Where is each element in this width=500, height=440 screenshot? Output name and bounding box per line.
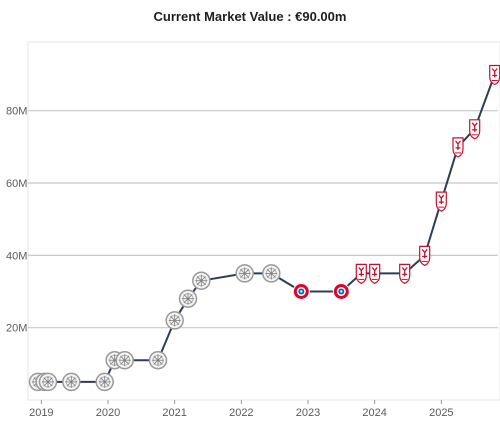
data-point-bayern-crest[interactable] xyxy=(332,283,350,300)
data-point-liverpool-crest[interactable] xyxy=(419,245,431,267)
data-point-liverpool-crest[interactable] xyxy=(399,263,411,285)
data-point-liverpool-crest[interactable] xyxy=(489,64,500,86)
data-point-ajax-crest[interactable] xyxy=(165,311,184,330)
x-tick-label: 2025 xyxy=(429,407,453,419)
y-tick-label: 80M xyxy=(6,106,27,118)
data-point-ajax-crest[interactable] xyxy=(148,350,168,370)
x-tick-label: 2019 xyxy=(29,407,53,419)
y-tick-label: 20M xyxy=(6,323,27,335)
data-point-bayern-crest[interactable] xyxy=(292,283,310,300)
data-point-ajax-crest[interactable] xyxy=(95,372,114,392)
data-point-liverpool-crest[interactable] xyxy=(355,263,367,285)
data-point-liverpool-crest[interactable] xyxy=(469,119,481,140)
chart-title: Current Market Value : €90.00m xyxy=(153,9,347,24)
data-point-liverpool-crest[interactable] xyxy=(452,137,464,158)
data-point-ajax-crest[interactable] xyxy=(192,271,211,290)
data-point-liverpool-crest[interactable] xyxy=(435,191,447,212)
data-point-ajax-crest[interactable] xyxy=(115,350,134,370)
data-point-ajax-crest[interactable] xyxy=(262,264,281,283)
data-point-ajax-crest[interactable] xyxy=(235,264,254,283)
x-tick-label: 2022 xyxy=(229,407,253,419)
data-point-ajax-crest[interactable] xyxy=(178,289,198,308)
plot-area xyxy=(27,41,500,401)
x-tick-label: 2020 xyxy=(96,407,120,419)
x-tick-label: 2023 xyxy=(296,407,320,419)
x-tick-label: 2021 xyxy=(162,407,186,419)
y-tick-label: 60M xyxy=(6,178,27,190)
data-point-liverpool-crest[interactable] xyxy=(369,263,381,285)
x-tick-label: 2024 xyxy=(362,407,386,419)
data-point-ajax-crest[interactable] xyxy=(38,372,58,392)
y-tick-label: 40M xyxy=(6,250,27,262)
data-point-ajax-crest[interactable] xyxy=(62,372,81,392)
